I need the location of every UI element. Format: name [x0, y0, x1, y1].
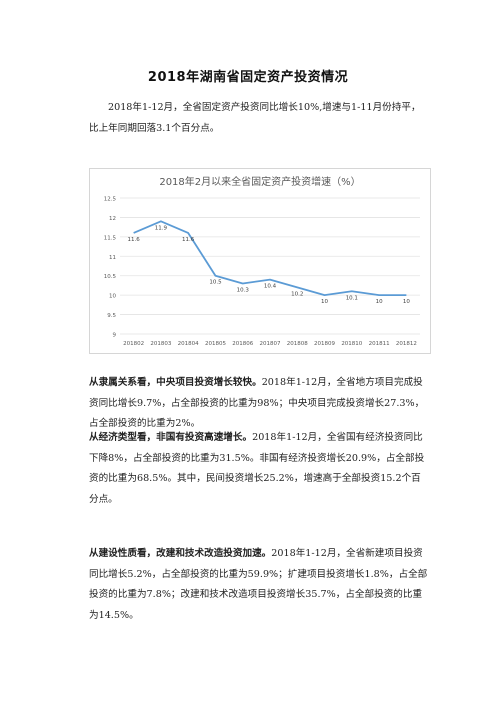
series-line — [133, 220, 407, 297]
y-tick-label: 12 — [109, 216, 116, 222]
x-tick-label: 201808 — [287, 341, 308, 347]
data-label: 11.6 — [128, 237, 141, 243]
data-label: 10.4 — [264, 284, 277, 290]
page-title: 2018年湖南省固定资产投资情况 — [147, 70, 349, 85]
y-tick-label: 10 — [109, 294, 116, 300]
data-label: 10.2 — [291, 291, 303, 297]
section-lead-1: 从隶属关系看，中央项目投资增长较快。 — [89, 377, 262, 388]
chart-svg: 2018年2月以来全省固定资产投资增速（%） 9 9.5 10 10.5 11 11.5 12… — [104, 175, 420, 347]
x-tick-label: 201812 — [396, 341, 417, 347]
x-tick-label: 201810 — [341, 341, 362, 347]
data-label: 10.1 — [346, 295, 358, 301]
data-label: 10 — [376, 299, 383, 305]
section-paragraph-2: 从经济类型看，非国有投资高速增长。2018年1-12月，全省国有经济投资同比下降… — [89, 428, 429, 510]
y-tick-label: 9 — [113, 333, 117, 339]
section-lead-3: 从建设性质看，改建和技术改造投资加速。 — [89, 548, 272, 559]
data-label: 10.5 — [209, 280, 222, 286]
x-tick-label: 201806 — [232, 341, 253, 347]
x-tick-label: 201805 — [205, 341, 226, 347]
data-label: 11.9 — [155, 225, 168, 231]
growth-chart: 2018年2月以来全省固定资产投资增速（%） 9 9.5 10 10.5 11 11.5 12… — [89, 168, 431, 354]
data-label: 10.3 — [237, 287, 250, 293]
data-label: 10 — [321, 299, 328, 305]
x-tick-label: 201803 — [150, 341, 171, 347]
section-paragraph-3: 从建设性质看，改建和技术改造投资加速。2018年1-12月，全省新建项目投资同比… — [89, 544, 429, 626]
section-paragraph-1: 从隶属关系看，中央项目投资增长较快。2018年1-12月，全省地方项目完成投资同… — [89, 373, 429, 435]
section-text-2: 2018年1-12月，全省国有经济投资同比下降8%，占全部投资的比重为31.5%… — [89, 432, 425, 505]
data-label: 11.6 — [182, 237, 195, 243]
x-tick-label: 201811 — [369, 341, 390, 347]
intro-paragraph: 2018年1-12月，全省固定资产投资同比增长10%,增速与1-11月份持平，比… — [89, 98, 429, 139]
y-tick-label: 11 — [109, 255, 116, 261]
x-tick-label: 201807 — [260, 341, 281, 347]
y-tick-label: 9.5 — [107, 313, 116, 319]
y-tick-label: 11.5 — [104, 235, 117, 241]
x-tick-label: 201802 — [123, 341, 144, 347]
x-tick-label: 201804 — [178, 341, 199, 347]
section-text-1: 2018年1-12月，全省地方项目完成投资同比增长9.7%，占全部投资的比重为9… — [89, 377, 425, 429]
y-tick-label: 12.5 — [104, 197, 117, 203]
x-tick-label: 201809 — [314, 341, 335, 347]
intro-text: 2018年1-12月，全省固定资产投资同比增长10%,增速与1-11月份持平，比… — [89, 102, 421, 134]
section-lead-2: 从经济类型看，非国有投资高速增长。 — [89, 432, 253, 443]
section-text-3: 2018年1-12月，全省新建项目投资同比增长5.2%，占全部投资的比重为59.… — [89, 548, 428, 621]
data-label: 10 — [403, 299, 410, 305]
chart-title: 2018年2月以来全省固定资产投资增速（%） — [159, 175, 360, 188]
y-tick-label: 10.5 — [104, 274, 117, 280]
